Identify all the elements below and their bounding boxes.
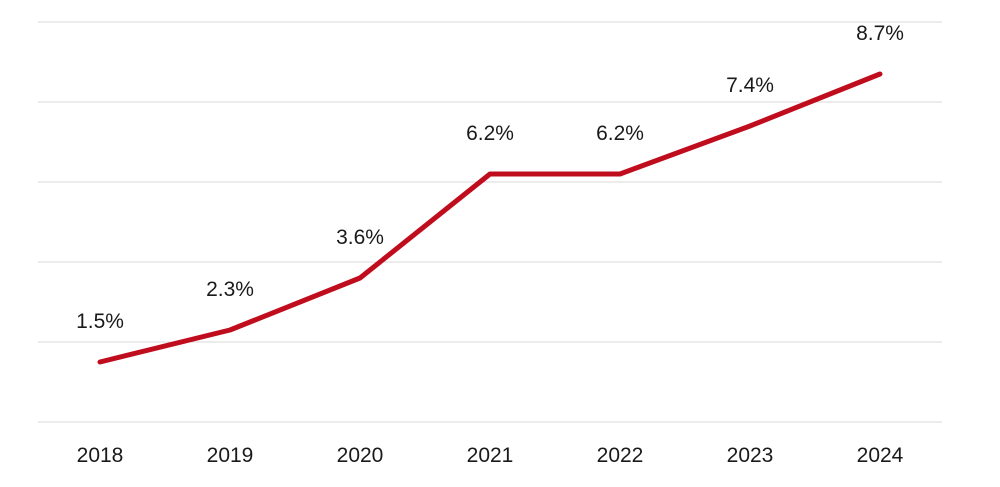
data-label: 2.3% [206, 278, 254, 301]
gridlines [38, 21, 942, 423]
data-label: 8.7% [856, 22, 904, 45]
x-tick-label: 2023 [727, 444, 774, 467]
data-label: 1.5% [76, 310, 124, 333]
data-label: 6.2% [596, 122, 644, 145]
x-tick-label: 2022 [597, 444, 644, 467]
x-axis-ticks: 2018 2019 2020 2021 2022 2023 2024 [77, 444, 904, 467]
x-tick-label: 2019 [207, 444, 254, 467]
data-label: 7.4% [726, 74, 774, 97]
x-tick-label: 2024 [857, 444, 904, 467]
x-tick-label: 2020 [337, 444, 384, 467]
data-labels: 1.5% 2.3% 3.6% 6.2% 6.2% 7.4% 8.7% [76, 22, 904, 333]
x-tick-label: 2021 [467, 444, 514, 467]
data-label: 6.2% [466, 122, 514, 145]
series-line [97, 71, 883, 365]
x-tick-label: 2018 [77, 444, 124, 467]
data-label: 3.6% [336, 226, 384, 249]
series-layer [97, 71, 883, 365]
